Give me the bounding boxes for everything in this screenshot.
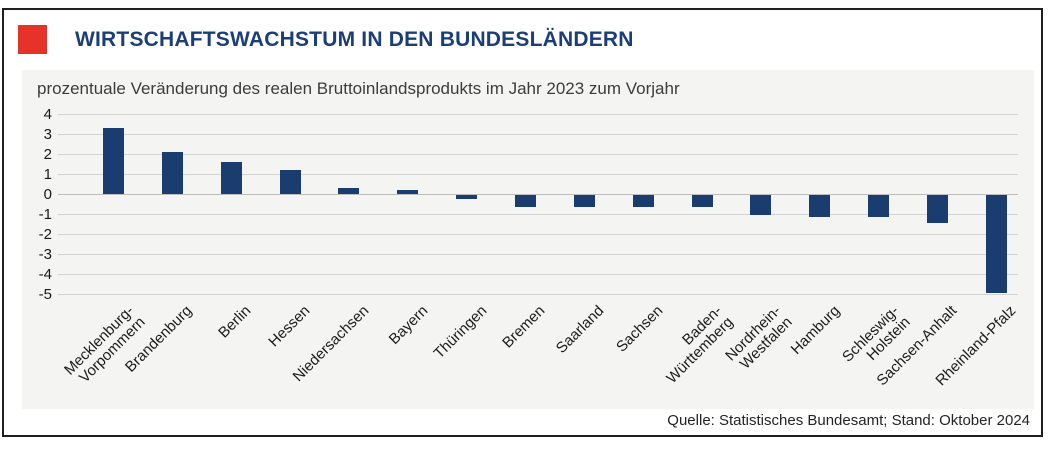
y-axis-tick-label: -1: [38, 206, 52, 223]
gridline: [58, 234, 1018, 235]
y-axis-tick-label: 1: [43, 166, 52, 183]
bar: [691, 195, 713, 207]
gridline: [58, 194, 1018, 195]
y-axis-tick-label: 3: [43, 126, 52, 143]
gridline: [58, 294, 1018, 295]
gridline: [58, 214, 1018, 215]
gridline: [58, 274, 1018, 275]
gridline: [58, 114, 1018, 115]
bar: [338, 188, 360, 194]
gridline: [58, 134, 1018, 135]
bar: [809, 195, 831, 217]
bar: [279, 170, 301, 194]
gridline: [58, 254, 1018, 255]
bar: [573, 195, 595, 207]
chart-subtitle: prozentuale Veränderung des realen Brutt…: [37, 79, 680, 98]
y-axis-tick-label: 4: [43, 106, 52, 123]
bar: [220, 162, 242, 194]
bar: [750, 195, 772, 215]
bar: [456, 195, 478, 199]
bar: [514, 195, 536, 207]
y-axis-tick-label: -4: [38, 266, 52, 283]
y-axis-tick-label: 0: [43, 186, 52, 203]
y-axis-tick-label: -5: [38, 286, 52, 303]
bar: [868, 195, 890, 217]
y-axis-tick-label: -3: [38, 246, 52, 263]
bar: [632, 195, 654, 207]
bar: [161, 152, 183, 194]
bar: [985, 195, 1007, 293]
red-square-icon: [18, 25, 47, 54]
bar: [103, 128, 124, 194]
chart-panel: [22, 70, 1034, 409]
page-title: WIRTSCHAFTSWACHSTUM IN DEN BUNDESLÄNDERN: [75, 28, 634, 51]
source-note: Quelle: Statistisches Bundesamt; Stand: …: [667, 412, 1030, 429]
bar: [397, 190, 419, 194]
gridline: [58, 174, 1018, 175]
bar: [926, 195, 948, 223]
y-axis-tick-label: 2: [43, 146, 52, 163]
gridline: [58, 154, 1018, 155]
y-axis-tick-label: -2: [38, 226, 52, 243]
